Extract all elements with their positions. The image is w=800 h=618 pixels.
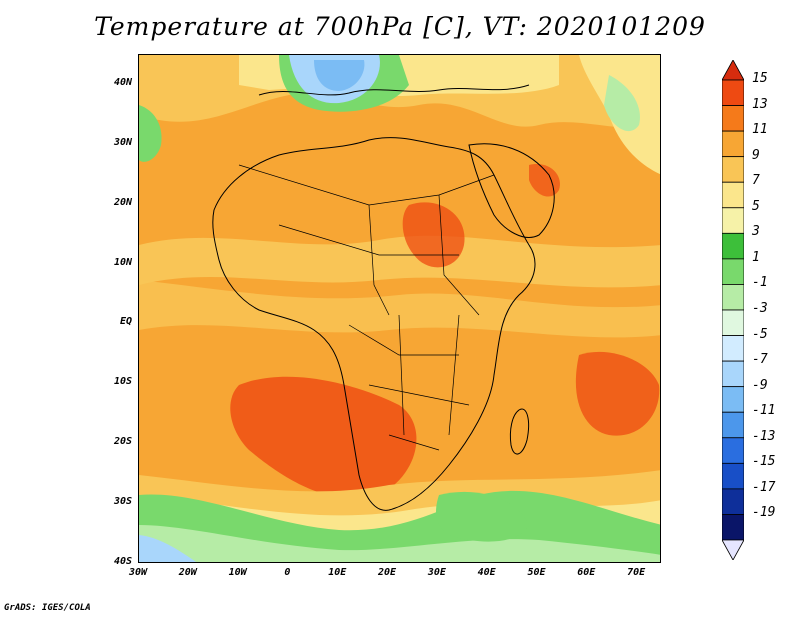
colorbar-label: -7 — [752, 352, 768, 368]
arabia-outline — [468, 143, 555, 238]
colorbar-segment — [722, 360, 744, 388]
colorbar-label: -5 — [752, 326, 768, 342]
madagascar-outline — [509, 408, 530, 455]
lat-tick-label: 10S — [113, 376, 132, 388]
lat-tick-label: 30S — [113, 496, 132, 508]
colorbar-label: 15 — [752, 71, 768, 86]
colorbar-label: 9 — [752, 147, 760, 163]
lat-tick-label: 40S — [113, 556, 132, 567]
map-panel — [138, 54, 661, 563]
colorbar-label: -11 — [752, 403, 776, 419]
west-green-patch — [139, 105, 162, 162]
sw-blue — [139, 535, 197, 562]
colorbar-segment — [722, 437, 744, 464]
colorbar — [722, 60, 744, 560]
colorbar-label: -13 — [752, 428, 776, 444]
lon-tick-label: 20E — [378, 567, 397, 578]
colorbar-segment — [722, 284, 744, 311]
lat-tick-label: EQ — [119, 316, 132, 328]
lat-tick-label: 40N — [113, 76, 132, 88]
lon-tick-label: 20W — [178, 567, 197, 578]
colorbar-segment — [722, 309, 744, 336]
lat-tick-label: 30N — [113, 136, 132, 148]
colorbar-label: 13 — [752, 96, 768, 112]
colorbar-label: 5 — [752, 198, 760, 214]
colorbar-segment — [722, 335, 744, 362]
lat-tick-label: 20N — [113, 196, 132, 208]
lon-tick-label: 50E — [527, 567, 546, 578]
lon-tick-label: 60E — [577, 567, 596, 578]
colorbar-top-arrow — [722, 60, 744, 81]
arabia-warm — [529, 164, 560, 197]
colorbar-label: -9 — [752, 377, 768, 393]
sahara-warm — [402, 202, 465, 268]
colorbar-segment — [722, 258, 744, 285]
lon-tick-label: 30E — [427, 567, 446, 578]
lon-tick-label: 40E — [477, 567, 496, 578]
lon-tick-label: 0 — [284, 567, 291, 578]
colorbar-segment — [722, 514, 744, 541]
colorbar-segment — [722, 386, 744, 413]
colorbar-segment — [722, 181, 744, 209]
colorbar-bottom-arrow — [722, 539, 744, 560]
colorbar-segment — [722, 79, 744, 106]
country-borders — [238, 164, 495, 451]
colorbar-label: 3 — [752, 224, 760, 240]
tropical-light-band — [139, 280, 660, 338]
colorbar-segment — [722, 232, 744, 260]
southern-warm — [230, 376, 417, 499]
colorbar-segment — [722, 488, 744, 515]
indian-ocean-warm — [575, 351, 660, 436]
lat-tick-label: 10N — [113, 256, 132, 268]
credit-text: GrADS: IGES/COLA — [4, 603, 91, 613]
colorbar-segment — [722, 207, 744, 234]
sahel-light-band — [139, 235, 660, 288]
colorbar-label: -17 — [752, 479, 776, 495]
med-blue-core — [314, 60, 365, 91]
lon-tick-label: 10W — [228, 567, 247, 578]
colorbar-segment — [722, 130, 744, 158]
colorbar-label: -3 — [752, 301, 768, 316]
europe-coast — [258, 84, 530, 96]
s-green-2 — [436, 491, 529, 542]
colorbar-label: 1 — [752, 249, 760, 265]
ne-green — [604, 75, 640, 132]
chart-title: Temperature at 700hPa [C], VT: 202010120… — [94, 12, 706, 41]
southern-light-green — [139, 525, 660, 562]
colorbar-segment — [722, 462, 744, 490]
colorbar-label: -15 — [752, 454, 776, 470]
colorbar-label: 11 — [752, 122, 768, 138]
lon-tick-label: 10E — [328, 567, 347, 578]
lon-tick-label: 30W — [128, 567, 148, 578]
colorbar-segment — [722, 156, 744, 183]
colorbar-label: 7 — [752, 173, 760, 189]
colorbar-segment — [722, 105, 744, 132]
lon-tick-label: 70E — [627, 567, 646, 578]
colorbar-label: -19 — [752, 505, 776, 521]
lat-tick-label: 20S — [113, 436, 132, 448]
africa-coastline — [212, 137, 536, 511]
colorbar-label: -1 — [752, 275, 768, 291]
temperature-field — [139, 55, 660, 562]
colorbar-segment — [722, 411, 744, 439]
